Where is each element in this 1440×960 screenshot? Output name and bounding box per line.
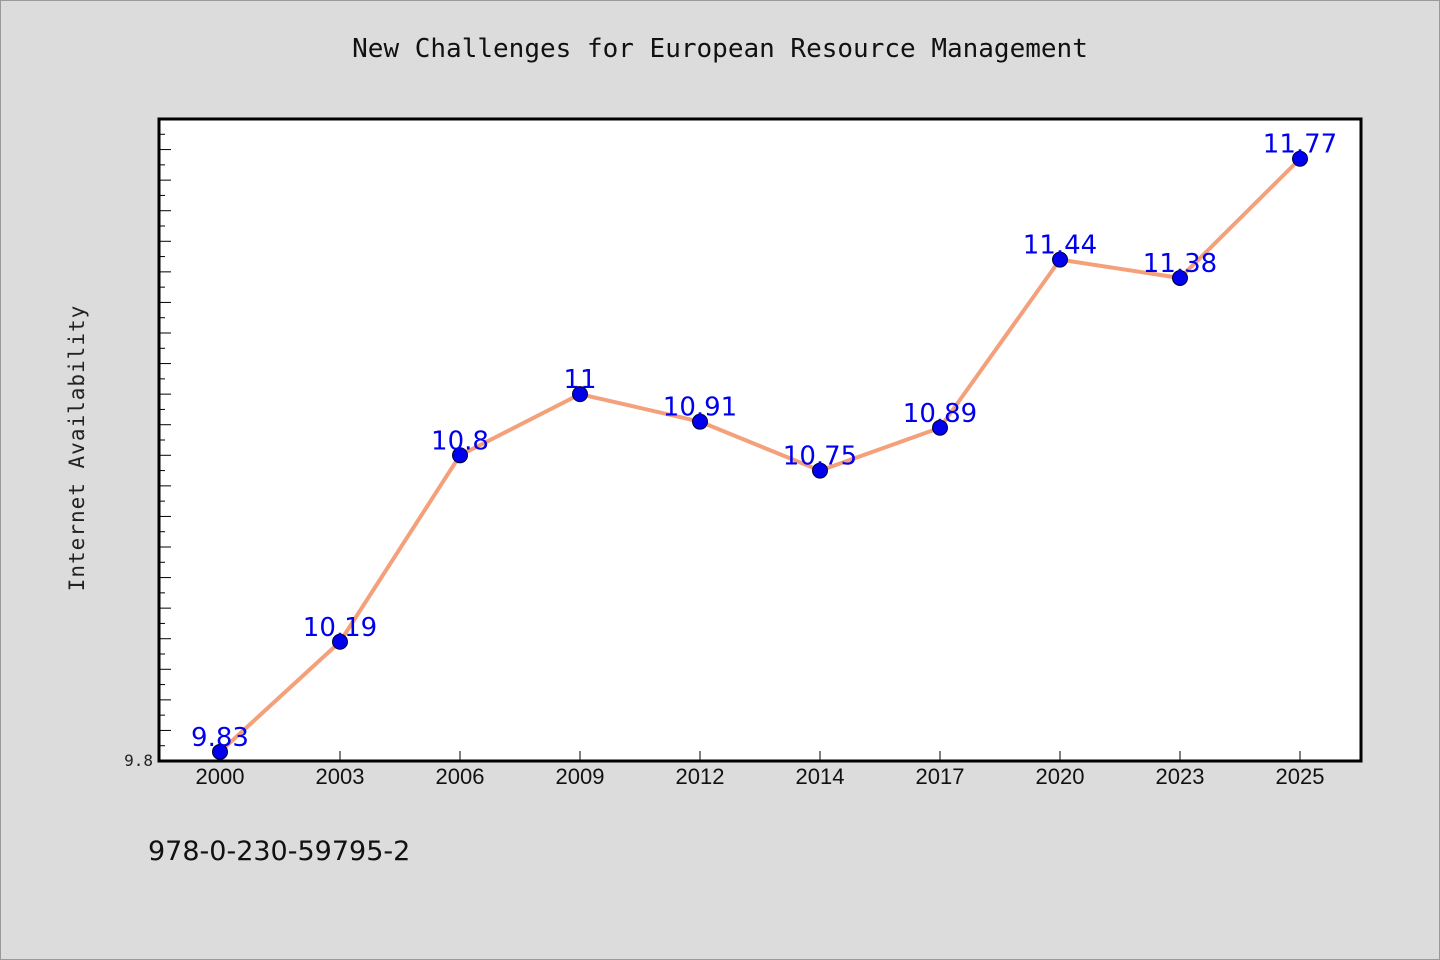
data-point xyxy=(932,419,948,436)
data-label: 10.8 xyxy=(431,426,489,456)
data-label: 11.77 xyxy=(1263,130,1337,160)
x-tick-label: 2020 xyxy=(1036,764,1085,789)
data-point xyxy=(1052,251,1068,268)
data-label: 11 xyxy=(563,365,596,395)
data-label: 10.19 xyxy=(303,613,377,643)
isbn-text: 978-0-230-59795-2 xyxy=(148,836,411,867)
data-point xyxy=(812,462,828,479)
x-tick-label: 2009 xyxy=(556,764,605,789)
y-tick-label: 9.8 xyxy=(124,751,153,770)
data-label: 11.38 xyxy=(1143,249,1217,279)
chart-title: New Challenges for European Resource Man… xyxy=(352,34,1088,64)
data-point xyxy=(692,413,708,430)
x-tick-label: 2014 xyxy=(796,764,845,789)
y-axis-ticks: 9.8 xyxy=(124,118,171,770)
data-point xyxy=(1292,150,1308,167)
x-axis-ticks: 2000 2003 2006 2009 2012 2014 2017 2020 2023 2025 xyxy=(196,751,1325,789)
plot-area xyxy=(157,117,1363,763)
x-tick-label: 2017 xyxy=(916,764,965,789)
x-tick-label: 2025 xyxy=(1276,764,1325,789)
x-tick-label: 2003 xyxy=(316,764,365,789)
x-tick-label: 2000 xyxy=(196,764,245,789)
data-point xyxy=(452,447,468,464)
series-line xyxy=(218,156,1302,754)
data-label: 10.75 xyxy=(783,442,857,472)
x-tick-label: 2006 xyxy=(436,764,485,789)
series-group: 9.83 10.19 10.8 11 10.91 10.75 10.89 11.44 11.38… xyxy=(191,130,1337,760)
data-label: 10.89 xyxy=(903,399,977,429)
data-point xyxy=(572,386,588,403)
data-label: 10.91 xyxy=(663,393,737,423)
x-tick-label: 2012 xyxy=(676,764,725,789)
data-point xyxy=(1172,269,1188,286)
x-tick-label: 2023 xyxy=(1156,764,1205,789)
data-label: 11.44 xyxy=(1023,231,1097,261)
data-point xyxy=(332,633,348,650)
data-label: 9.83 xyxy=(191,723,249,753)
data-point xyxy=(212,743,228,760)
